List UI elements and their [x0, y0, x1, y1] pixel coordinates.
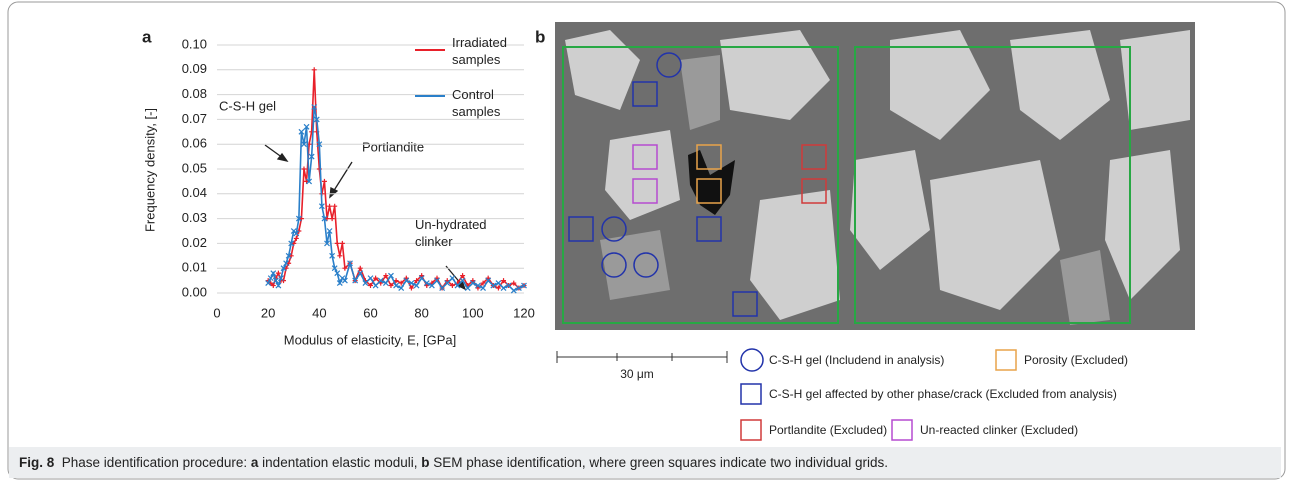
scale-label: 30 μm [620, 367, 654, 381]
annotation: Un-hydrated clinker [415, 216, 495, 250]
data-point [327, 204, 332, 209]
y-tick-label: 0.07 [182, 111, 207, 126]
caption-text: SEM phase identification, where green sq… [430, 455, 889, 470]
data-point [337, 253, 342, 258]
figure: a Modulus of elasticity, E, [GPa] Freque… [0, 0, 1290, 486]
caption-label: Fig. 8 [19, 455, 54, 470]
legend-label: Portlandite (Excluded) [769, 423, 887, 437]
legend-label: Irradiated samples [452, 34, 522, 68]
caption-text: b [421, 455, 429, 470]
caption: Fig. 8 Phase identification procedure: a… [9, 447, 1281, 478]
sem-image [555, 22, 1195, 330]
x-tick-label: 40 [312, 305, 326, 320]
data-point [388, 273, 393, 278]
data-point [373, 283, 378, 288]
series-line [268, 107, 524, 291]
data-point [301, 167, 306, 172]
data-point [330, 216, 335, 221]
data-point [332, 204, 337, 209]
caption-text: indentation elastic moduli, [258, 455, 421, 470]
annotation: Portlandite [362, 139, 424, 154]
panel-label: a [142, 27, 152, 46]
y-tick-label: 0.05 [182, 160, 207, 175]
data-point [340, 241, 345, 246]
legend-label: C-S-H gel (Includend in analysis) [769, 353, 944, 367]
y-tick-label: 0.00 [182, 284, 207, 299]
x-tick-label: 80 [414, 305, 428, 320]
x-tick-label: 100 [462, 305, 484, 320]
annotation: C-S-H gel [219, 98, 276, 113]
y-tick-label: 0.04 [182, 185, 207, 200]
x-tick-label: 0 [213, 305, 220, 320]
legend-label: C-S-H gel affected by other phase/crack … [769, 387, 1117, 401]
y-tick-label: 0.01 [182, 260, 207, 275]
x-tick-label: 60 [363, 305, 377, 320]
data-point [358, 266, 363, 271]
data-point [312, 67, 317, 72]
y-tick-label: 0.09 [182, 61, 207, 76]
data-point [450, 276, 455, 281]
y-tick-label: 0.06 [182, 136, 207, 151]
legend-label: Porosity (Excluded) [1024, 353, 1128, 367]
y-axis-title: Frequency density, [-] [142, 108, 157, 232]
x-tick-label: 20 [261, 305, 275, 320]
figure-canvas: a Modulus of elasticity, E, [GPa] Freque… [0, 0, 1290, 486]
legend-label: Un-reacted clinker (Excluded) [920, 423, 1078, 437]
legend-label: Control samples [452, 86, 522, 120]
data-point [335, 241, 340, 246]
y-tick-label: 0.02 [182, 235, 207, 250]
x-tick-label: 120 [513, 305, 535, 320]
scale-bar [557, 351, 727, 363]
data-point [322, 179, 327, 184]
data-point [368, 276, 373, 281]
caption-text: Phase identification procedure: [62, 455, 251, 470]
y-tick-label: 0.08 [182, 86, 207, 101]
y-tick-label: 0.03 [182, 210, 207, 225]
panel-label: b [535, 27, 545, 46]
y-tick-label: 0.10 [182, 36, 207, 51]
x-axis-title: Modulus of elasticity, E, [GPa] [284, 332, 456, 347]
